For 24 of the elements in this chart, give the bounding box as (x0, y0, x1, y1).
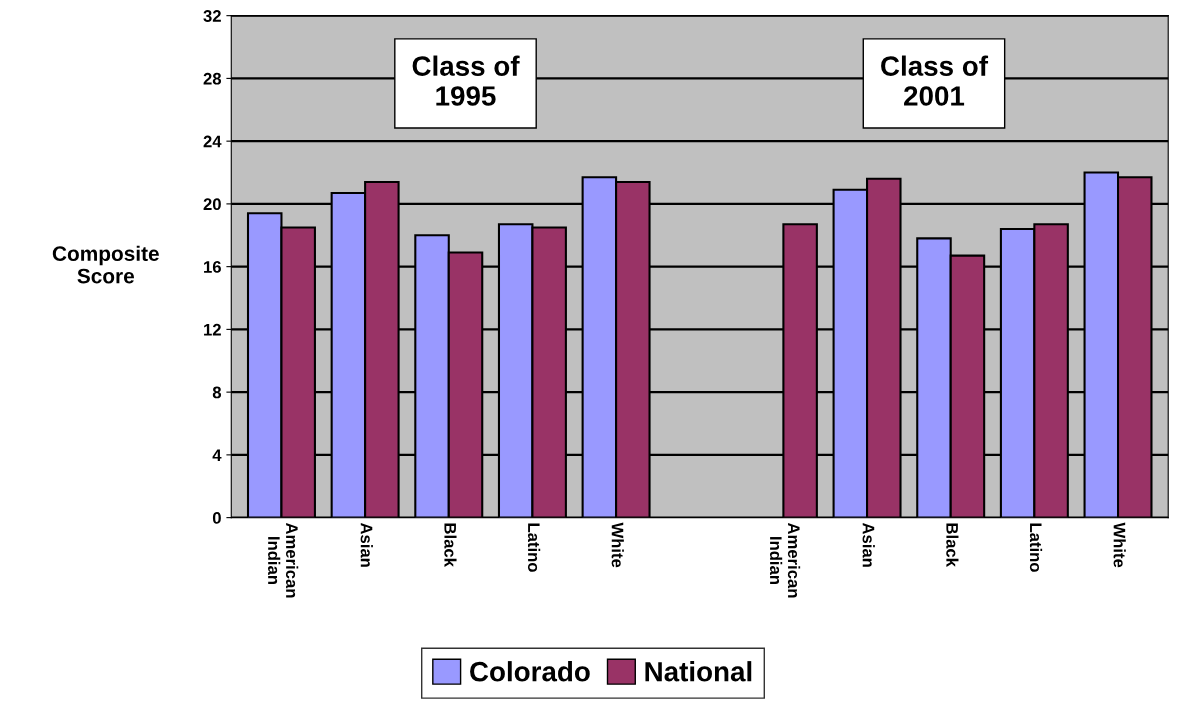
x-tick-label: Asian (862, 522, 875, 567)
x-tick-label: Black (444, 523, 457, 567)
y-tick-label: 4 (212, 449, 222, 461)
x-tick-label: Black (946, 523, 959, 567)
x-tick-label: Latino (1029, 523, 1043, 572)
y-axis-title: Composite Score (52, 245, 159, 284)
x-tick-label: Asian (360, 522, 373, 567)
y-tick-label: 8 (212, 386, 222, 399)
annotation: Class of 1995 (412, 55, 520, 106)
x-tick-label: Latino (527, 523, 541, 572)
x-tick-label: American Indian (769, 522, 801, 598)
x-tick-label: American Indian (268, 522, 299, 598)
legend-label: National (645, 661, 752, 682)
y-tick-label: 28 (203, 72, 222, 85)
y-tick-label: 32 (203, 10, 221, 22)
x-tick-label: White (1113, 522, 1126, 568)
annotation: Class of 2001 (881, 55, 989, 106)
legend-label: Colorado (470, 661, 590, 682)
y-tick-label: 24 (203, 135, 222, 148)
x-tick-label: White (611, 522, 624, 568)
y-tick-label: 20 (203, 198, 221, 211)
y-tick-label: 12 (204, 323, 221, 336)
y-tick-label: 0 (212, 512, 221, 524)
y-tick-label: 16 (204, 261, 221, 273)
